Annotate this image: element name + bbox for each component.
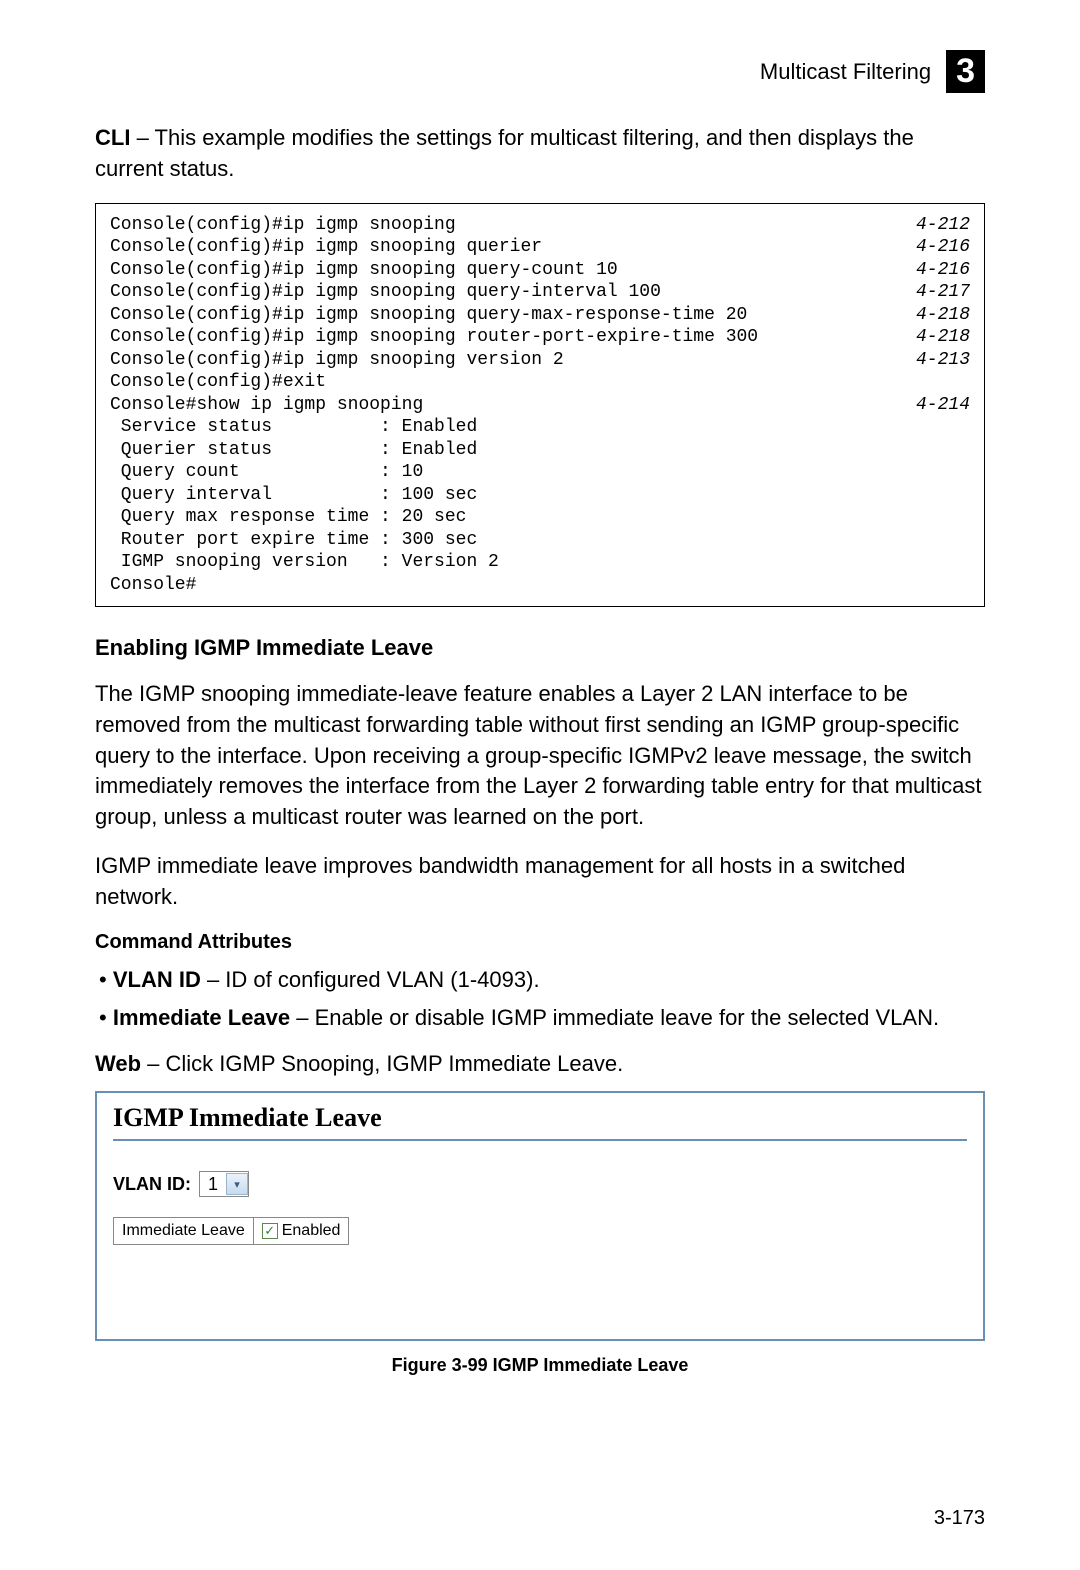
console-cmd: Service status : Enabled — [110, 416, 477, 439]
console-line: Query interval : 100 sec — [110, 484, 970, 507]
vlan-id-label: VLAN ID: — [113, 1174, 191, 1195]
console-cmd: Console(config)#ip igmp snooping router-… — [110, 326, 758, 349]
panel-title: IGMP Immediate Leave — [113, 1103, 967, 1141]
console-line: Console# — [110, 574, 970, 597]
enabled-label: Enabled — [282, 1222, 341, 1240]
bullet-rest: – Enable or disable IGMP immediate leave… — [290, 1005, 939, 1030]
console-ref: 4-216 — [916, 259, 970, 282]
console-cmd: Console#show ip igmp snooping — [110, 394, 423, 417]
console-cmd: IGMP snooping version : Version 2 — [110, 551, 499, 574]
console-line: Query count : 10 — [110, 461, 970, 484]
console-line: Console(config)#ip igmp snooping 4-212 — [110, 214, 970, 237]
immediate-leave-cell: ✓ Enabled — [253, 1218, 349, 1245]
vlan-id-select[interactable]: 1 ▾ — [199, 1171, 249, 1197]
attribute-list: VLAN ID – ID of configured VLAN (1-4093)… — [95, 964, 985, 1034]
section-para2: IGMP immediate leave improves bandwidth … — [95, 851, 985, 913]
igmp-panel: IGMP Immediate Leave VLAN ID: 1 ▾ Immedi… — [95, 1091, 985, 1341]
immediate-leave-label: Immediate Leave — [114, 1218, 254, 1245]
console-line: Console(config)#ip igmp snooping version… — [110, 349, 970, 372]
console-cmd: Console# — [110, 574, 196, 597]
page-number: 3-173 — [934, 1507, 985, 1530]
console-ref: 4-218 — [916, 304, 970, 327]
console-ref: 4-212 — [916, 214, 970, 237]
console-ref: 4-216 — [916, 236, 970, 259]
console-line: Router port expire time : 300 sec — [110, 529, 970, 552]
header-title: Multicast Filtering — [760, 59, 931, 85]
intro-bold: CLI — [95, 125, 130, 150]
console-line: Console(config)#ip igmp snooping query-c… — [110, 259, 970, 282]
page-header: Multicast Filtering 3 — [95, 50, 985, 93]
console-line: IGMP snooping version : Version 2 — [110, 551, 970, 574]
console-line: Query max response time : 20 sec — [110, 506, 970, 529]
list-item: Immediate Leave – Enable or disable IGMP… — [99, 1002, 985, 1034]
section-para1: The IGMP snooping immediate-leave featur… — [95, 679, 985, 833]
console-line: Console(config)#ip igmp snooping router-… — [110, 326, 970, 349]
console-cmd: Console(config)#ip igmp snooping — [110, 214, 456, 237]
console-ref: 4-218 — [916, 326, 970, 349]
vlan-id-value: 1 — [200, 1174, 226, 1195]
console-cmd: Console(config)#ip igmp snooping querier — [110, 236, 542, 259]
console-cmd: Console(config)#ip igmp snooping version… — [110, 349, 564, 372]
console-cmd: Console(config)#exit — [110, 371, 326, 394]
web-rest: – Click IGMP Snooping, IGMP Immediate Le… — [141, 1051, 623, 1076]
checkbox-icon[interactable]: ✓ — [262, 1223, 278, 1239]
intro-rest: – This example modifies the settings for… — [95, 125, 914, 181]
enabled-checkbox-wrap[interactable]: ✓ Enabled — [262, 1222, 341, 1240]
console-cmd: Query interval : 100 sec — [110, 484, 477, 507]
console-cmd: Console(config)#ip igmp snooping query-m… — [110, 304, 747, 327]
console-line: Console(config)#ip igmp snooping query-i… — [110, 281, 970, 304]
chevron-down-icon[interactable]: ▾ — [226, 1173, 248, 1195]
console-cmd: Console(config)#ip igmp snooping query-c… — [110, 259, 618, 282]
list-item: VLAN ID – ID of configured VLAN (1-4093)… — [99, 964, 985, 996]
console-line: Console(config)#exit — [110, 371, 970, 394]
console-cmd: Query count : 10 — [110, 461, 423, 484]
console-line: Querier status : Enabled — [110, 439, 970, 462]
console-ref: 4-217 — [916, 281, 970, 304]
bullet-rest: – ID of configured VLAN (1-4093). — [201, 967, 540, 992]
console-ref: 4-214 — [916, 394, 970, 417]
console-line: Console(config)#ip igmp snooping query-m… — [110, 304, 970, 327]
vlan-id-row: VLAN ID: 1 ▾ — [113, 1171, 967, 1197]
console-output: Console(config)#ip igmp snooping4-212Con… — [95, 203, 985, 608]
web-instruction: Web – Click IGMP Snooping, IGMP Immediat… — [95, 1051, 985, 1077]
intro-paragraph: CLI – This example modifies the settings… — [95, 123, 985, 185]
figure-caption: Figure 3-99 IGMP Immediate Leave — [95, 1355, 985, 1376]
console-line: Console#show ip igmp snooping 4-214 — [110, 394, 970, 417]
bullet-bold: Immediate Leave — [113, 1005, 290, 1030]
console-ref: 4-213 — [916, 349, 970, 372]
immediate-leave-table: Immediate Leave ✓ Enabled — [113, 1217, 349, 1245]
console-cmd: Query max response time : 20 sec — [110, 506, 466, 529]
bullet-bold: VLAN ID — [113, 967, 201, 992]
command-attributes-heading: Command Attributes — [95, 931, 985, 954]
console-cmd: Router port expire time : 300 sec — [110, 529, 477, 552]
console-line: Service status : Enabled — [110, 416, 970, 439]
console-cmd: Querier status : Enabled — [110, 439, 477, 462]
web-bold: Web — [95, 1051, 141, 1076]
console-line: Console(config)#ip igmp snooping querier… — [110, 236, 970, 259]
console-cmd: Console(config)#ip igmp snooping query-i… — [110, 281, 661, 304]
section-heading: Enabling IGMP Immediate Leave — [95, 635, 985, 661]
chapter-badge: 3 — [946, 50, 985, 93]
